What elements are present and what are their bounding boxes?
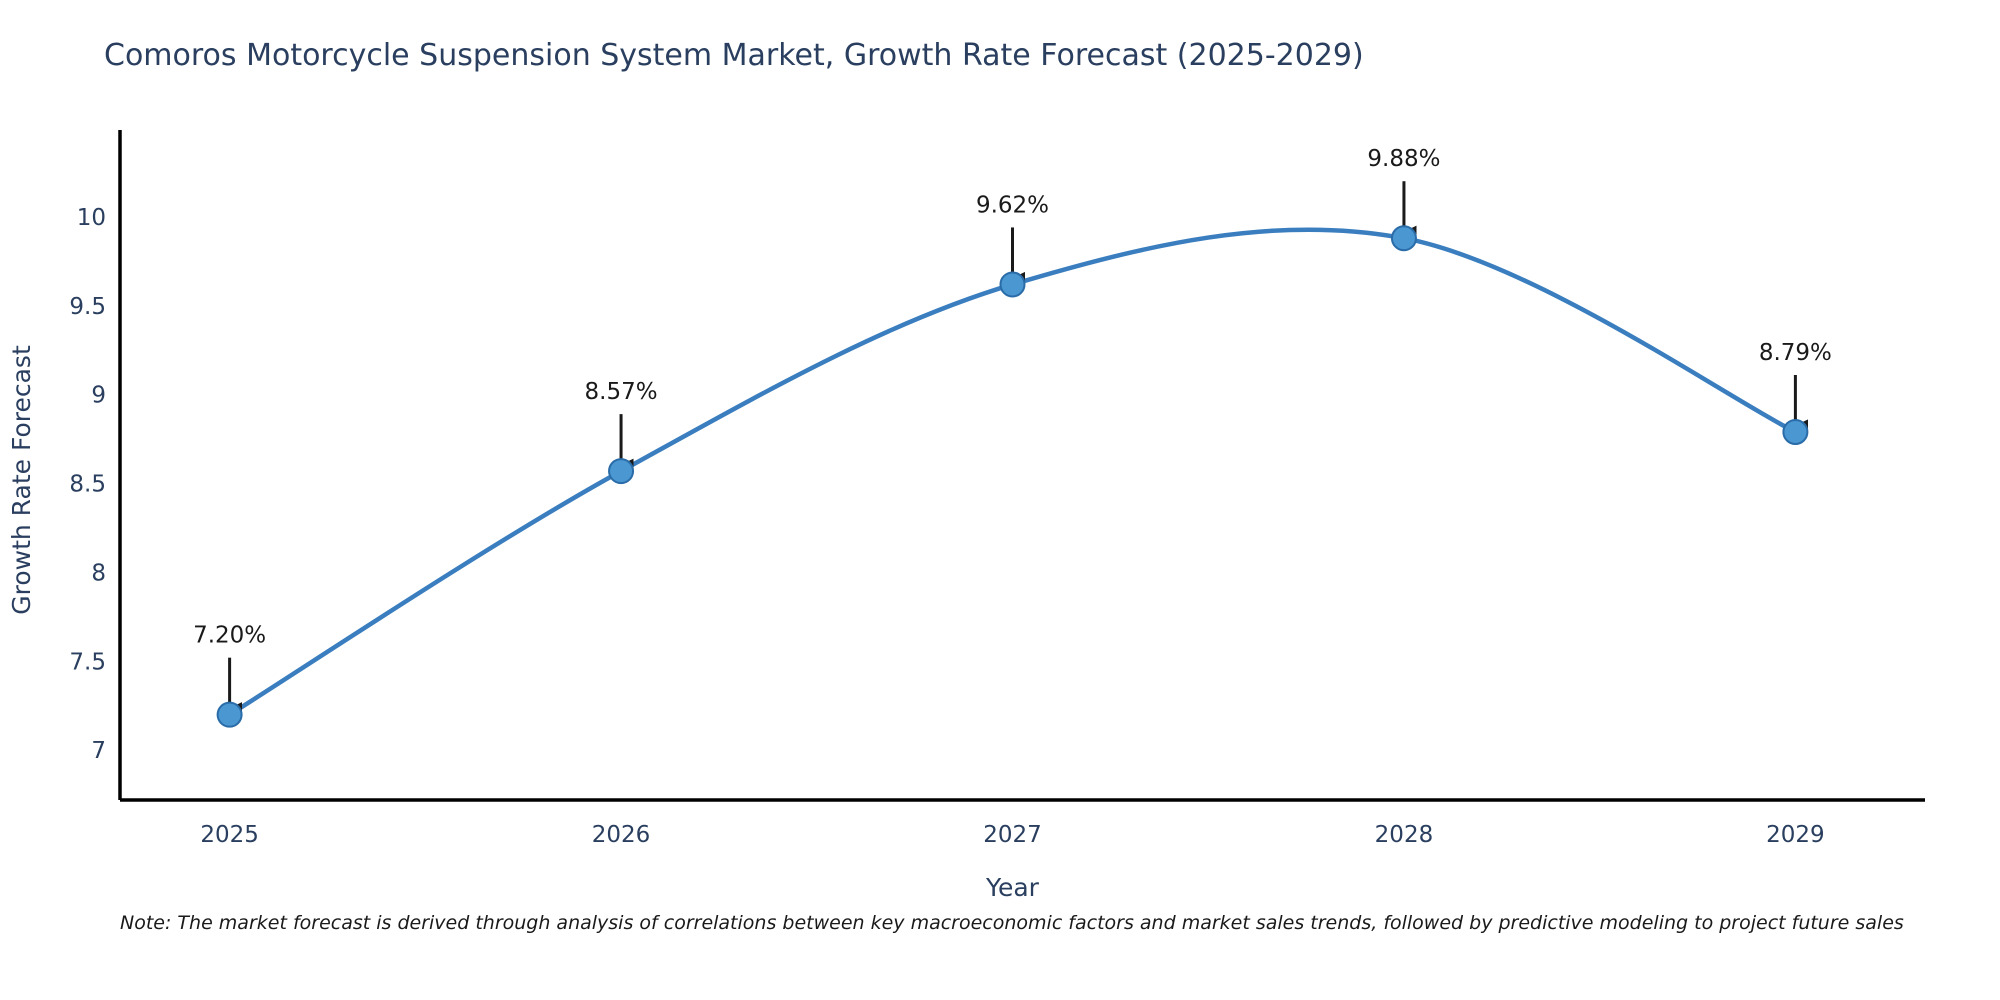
data-line (227, 227, 1798, 717)
y-tick-label: 9.5 (69, 294, 106, 320)
chart-title: Comoros Motorcycle Suspension System Mar… (104, 38, 1364, 73)
x-tick-label: 2026 (592, 822, 651, 848)
data-point-label: 8.79% (1759, 340, 1832, 366)
x-tick-label: 2028 (1375, 822, 1434, 848)
y-tick-label: 8.5 (69, 472, 106, 498)
chart-footnote: Note: The market forecast is derived thr… (120, 912, 1904, 934)
data-point-marker[interactable] (608, 458, 635, 485)
x-tick-label: 2025 (200, 822, 259, 848)
y-tick-label: 10 (77, 205, 106, 231)
y-tick-label: 8 (91, 560, 106, 586)
x-axis-title: Year (985, 873, 1040, 902)
data-point-label: 7.20% (193, 623, 266, 649)
data-point-label: 9.62% (976, 192, 1049, 218)
data-point-marker[interactable] (1782, 419, 1809, 445)
y-tick-label: 7 (91, 738, 106, 764)
data-point-marker[interactable] (1390, 225, 1417, 252)
x-tick-label: 2027 (983, 822, 1042, 848)
y-tick-label: 9 (91, 383, 106, 409)
y-tick-label: 7.5 (69, 649, 106, 675)
y-axis-title: Growth Rate Forecast (7, 345, 36, 615)
x-tick-label: 2029 (1766, 822, 1825, 848)
data-point-label: 9.88% (1367, 146, 1440, 172)
data-point-label: 8.57% (585, 379, 658, 405)
data-point-marker[interactable] (216, 701, 243, 728)
data-point-marker[interactable] (999, 271, 1026, 298)
